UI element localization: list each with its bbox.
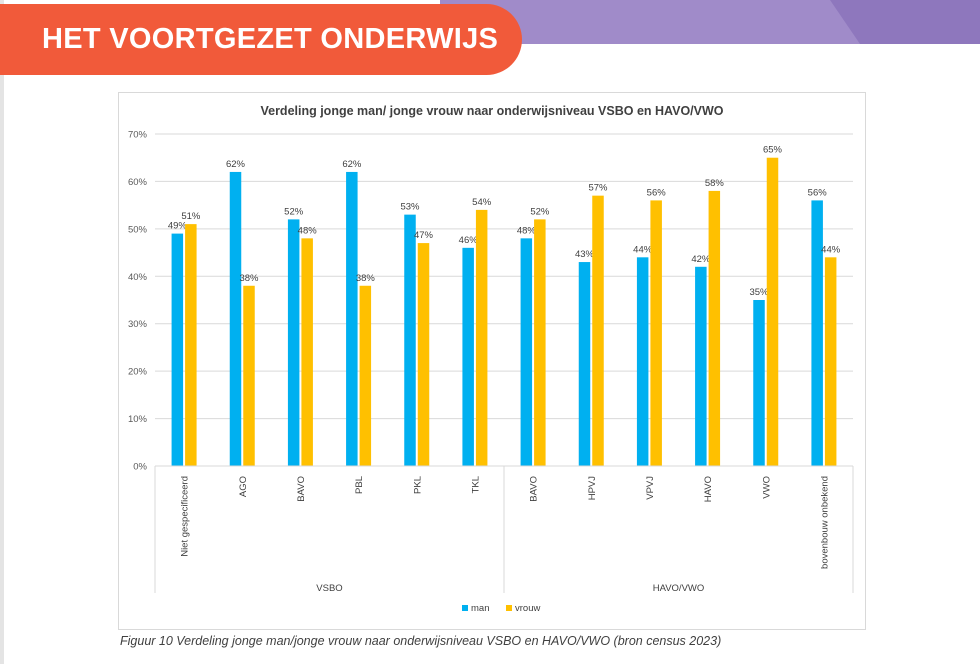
y-axis-ticks: 0% 10% 20% 30% 40% 50% 60% 70% bbox=[128, 130, 148, 473]
y-tick-label: 50% bbox=[128, 224, 148, 235]
data-label-man: 42% bbox=[691, 254, 711, 265]
bar-man bbox=[578, 262, 591, 466]
y-tick-label: 20% bbox=[128, 367, 148, 378]
legend-label-man: man bbox=[471, 603, 489, 614]
title-banner: HET VOORTGEZET ONDERWIJS bbox=[0, 4, 522, 75]
data-label-man: 35% bbox=[749, 287, 769, 298]
bar-vrouw bbox=[708, 190, 721, 466]
data-label-vrouw: 44% bbox=[821, 244, 841, 255]
bar-man bbox=[462, 247, 474, 466]
data-label-vrouw: 57% bbox=[588, 183, 608, 194]
bar-man bbox=[287, 219, 300, 466]
bar-man bbox=[811, 200, 823, 466]
data-label-vrouw: 56% bbox=[647, 187, 667, 198]
data-label-vrouw: 47% bbox=[414, 230, 434, 241]
bar-man bbox=[636, 257, 649, 466]
bar-vrouw bbox=[824, 257, 837, 466]
data-label-vrouw: 52% bbox=[530, 206, 550, 217]
legend-label-vrouw: vrouw bbox=[515, 603, 540, 614]
x-tick-label: BAVO bbox=[296, 476, 307, 502]
x-tick-label: bovenbouw onbekend bbox=[819, 476, 830, 569]
gridlines bbox=[155, 133, 853, 467]
data-label-vrouw: 58% bbox=[705, 178, 725, 189]
bar-vrouw bbox=[185, 224, 197, 466]
bar-vrouw bbox=[650, 200, 662, 466]
x-tick-label: HAVO bbox=[703, 476, 714, 502]
figure-caption: Figuur 10 Verdeling jonge man/jonge vrou… bbox=[120, 634, 722, 648]
legend-swatch-man bbox=[462, 605, 468, 611]
data-label-vrouw: 54% bbox=[472, 197, 492, 208]
x-tick-label: BAVO bbox=[529, 476, 540, 502]
bar-vrouw bbox=[475, 209, 488, 466]
data-label-man: 43% bbox=[575, 249, 595, 260]
data-label-man: 49% bbox=[168, 221, 188, 232]
legend-swatch-vrouw bbox=[506, 605, 512, 611]
bar-man bbox=[695, 266, 707, 466]
bar-vrouw bbox=[301, 238, 313, 466]
bar-vrouw bbox=[766, 157, 779, 466]
chart-frame: Verdeling jonge man/ jonge vrouw naar on… bbox=[118, 92, 866, 630]
bar-vrouw bbox=[417, 243, 430, 466]
bar-man bbox=[520, 238, 533, 466]
bar-man bbox=[753, 300, 765, 466]
x-tick-label: PBL bbox=[354, 476, 365, 494]
data-label-vrouw: 65% bbox=[763, 145, 783, 156]
x-tick-label: AGO bbox=[238, 476, 249, 497]
data-label-man: 46% bbox=[459, 235, 479, 246]
data-label-man: 62% bbox=[342, 159, 362, 170]
x-tick-label: TKL bbox=[470, 476, 481, 493]
x-tick-label: HPVJ bbox=[587, 476, 598, 501]
page-title: HET VOORTGEZET ONDERWIJS bbox=[42, 23, 499, 55]
y-tick-label: 60% bbox=[128, 177, 148, 188]
data-label-man: 48% bbox=[517, 225, 537, 236]
bar-vrouw bbox=[592, 195, 604, 466]
x-tick-label: PKL bbox=[412, 476, 423, 494]
y-tick-label: 10% bbox=[128, 414, 148, 425]
data-label-man: 44% bbox=[633, 244, 653, 255]
y-tick-label: 40% bbox=[128, 272, 148, 283]
data-label-man: 52% bbox=[284, 206, 304, 217]
group-label: VSBO bbox=[316, 583, 342, 594]
y-tick-label: 30% bbox=[128, 319, 148, 330]
left-rule bbox=[0, 0, 4, 664]
bar-vrouw bbox=[534, 219, 546, 466]
data-label-man: 53% bbox=[400, 202, 420, 213]
chart-title: Verdeling jonge man/ jonge vrouw naar on… bbox=[260, 104, 723, 118]
bar-vrouw bbox=[243, 285, 255, 466]
bar-vrouw bbox=[359, 285, 372, 466]
data-label-vrouw: 48% bbox=[298, 225, 318, 236]
data-label-man: 56% bbox=[808, 187, 828, 198]
bars: 49% 62% 52% 62% 53% 46% 48% 43% 44% 42% 35% 56% 51% 3… bbox=[168, 145, 841, 466]
data-label-vrouw: 38% bbox=[356, 273, 376, 284]
bar-man bbox=[171, 233, 184, 466]
bar-man bbox=[404, 214, 416, 466]
x-tick-label: Niet gespecificeerd bbox=[180, 476, 191, 557]
bar-chart: Verdeling jonge man/ jonge vrouw naar on… bbox=[128, 104, 854, 614]
x-axis: Niet gespecificeerd AGO BAVO PBL PKL TKL BAVO H… bbox=[154, 465, 854, 594]
data-label-vrouw: 38% bbox=[239, 273, 259, 284]
x-tick-label: VWO bbox=[761, 476, 772, 499]
group-label: HAVO/VWO bbox=[653, 583, 705, 594]
data-label-man: 62% bbox=[226, 159, 246, 170]
legend: man vrouw bbox=[462, 603, 540, 614]
y-tick-label: 70% bbox=[128, 130, 148, 141]
x-tick-label: VPVJ bbox=[645, 476, 656, 500]
data-label-vrouw: 51% bbox=[181, 211, 201, 222]
y-tick-label: 0% bbox=[133, 462, 147, 473]
bar-man bbox=[229, 171, 242, 466]
bar-man bbox=[346, 171, 358, 466]
